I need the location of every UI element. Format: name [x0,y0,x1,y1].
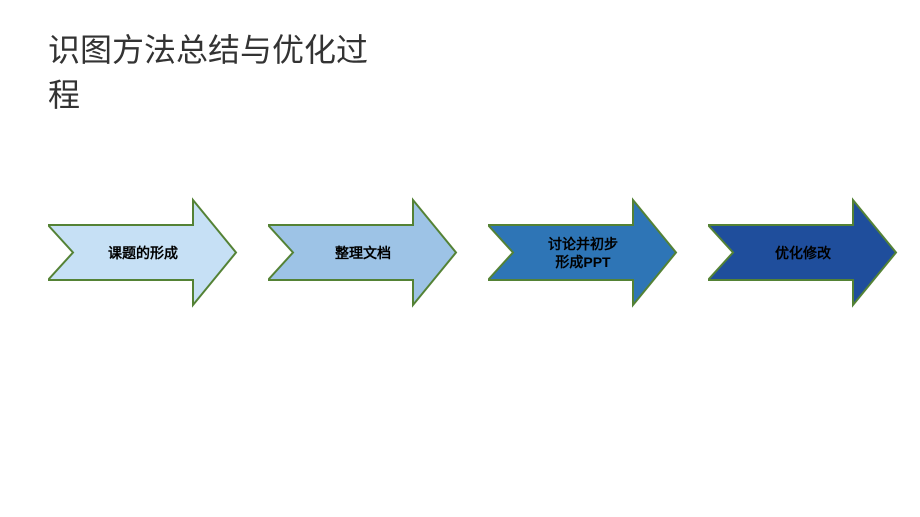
arrow-label-3: 讨论并初步 形成PPT [523,234,643,270]
arrow-label-1: 课题的形成 [83,243,203,261]
flowchart-container: 课题的形成 整理文档 讨论并初步 形成PPT 优化修改 [48,195,898,310]
arrow-step-3: 讨论并初步 形成PPT [488,195,678,310]
arrow-label-2: 整理文档 [303,243,423,261]
arrow-step-4: 优化修改 [708,195,898,310]
arrow-step-1: 课题的形成 [48,195,238,310]
page-title: 识图方法总结与优化过程 [48,28,388,118]
arrow-step-2: 整理文档 [268,195,458,310]
arrow-label-4: 优化修改 [743,243,863,261]
